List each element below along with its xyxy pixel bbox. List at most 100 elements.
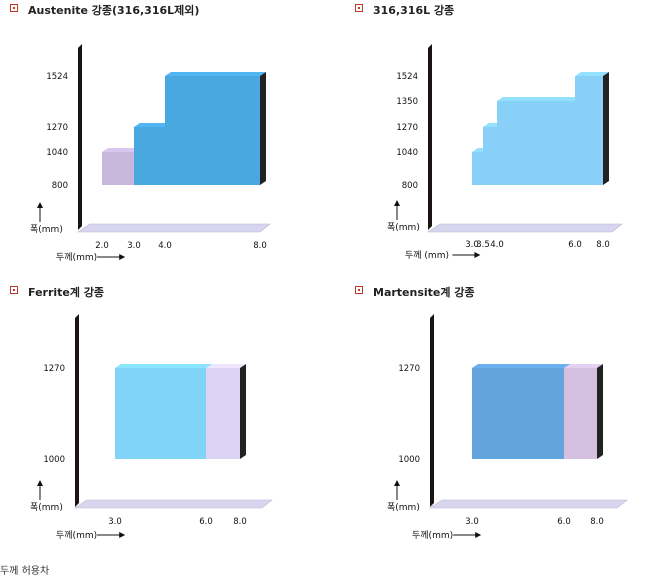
x-axis-label: 두께(mm): [56, 530, 97, 541]
bar-top: [206, 364, 246, 368]
bar-front: [115, 368, 206, 459]
y-tick-label: 1524: [396, 72, 418, 82]
chart-svg: 1000 1270 3.0 6.0 8.0 폭(mm) 두께(mm): [30, 314, 273, 541]
x-tick-label: 8.0: [590, 517, 604, 527]
x-arrow-head: [119, 254, 126, 260]
y-tick-label: 1000: [398, 455, 420, 465]
bar-top: [497, 97, 581, 101]
bullet-icon: [355, 4, 363, 12]
bar-front: [564, 368, 597, 459]
bar-front: [472, 368, 564, 459]
chart-martensite: Martensite계 강종 1000 1270 3.0 6.0 8.0 폭(mm) 두께(…: [345, 282, 671, 567]
bar-top: [102, 148, 140, 152]
y-arrow-head: [394, 480, 400, 486]
x-tick-label: 6.0: [568, 240, 582, 250]
y-axis-label: 폭(mm): [387, 502, 420, 513]
y-axis-wall: [428, 44, 432, 230]
x-tick-label: 8.0: [596, 240, 610, 250]
y-axis-label: 폭(mm): [30, 224, 63, 235]
y-axis-wall: [75, 314, 79, 507]
x-axis-floor: [77, 223, 271, 233]
chart-svg: 1000 1270 3.0 6.0 8.0 폭(mm) 두께(mm): [387, 314, 628, 541]
bar-1: [564, 364, 603, 459]
bar-front: [472, 152, 483, 185]
x-tick-label: 3.0: [127, 241, 141, 251]
x-tick-label: 3.5: [476, 240, 490, 250]
bar-top: [564, 364, 603, 368]
y-axis-label: 폭(mm): [30, 502, 63, 513]
x-axis-label: 두께 (mm): [405, 250, 449, 261]
bar-front: [102, 152, 134, 185]
chart-ferrite: Ferrite계 강종 1000 1270 3.0 6.0 8.0 폭(mm) 두께(mm): [0, 282, 330, 567]
bar-side: [603, 72, 609, 185]
y-tick-label: 1524: [46, 72, 68, 82]
x-tick-label: 2.0: [95, 241, 109, 251]
x-arrow-head: [119, 532, 126, 538]
bar-front: [134, 127, 165, 185]
x-tick-label: 8.0: [233, 517, 247, 527]
chart-svg: 800 1040 1270 1524 2.0 3.0 4.0 8.0 폭(mm) 두께(mm): [30, 44, 271, 263]
bar-top: [165, 72, 266, 76]
chart-austenite: Austenite 강종(316,316L제외) 800 1040 1270 1524…: [0, 0, 330, 285]
bar-side: [260, 72, 266, 185]
x-tick-label: 6.0: [199, 517, 213, 527]
bar-1: [134, 123, 171, 185]
bullet-icon: [355, 286, 363, 294]
bar-top: [134, 123, 171, 127]
y-tick-label: 1040: [396, 148, 418, 158]
bar-0: [115, 364, 212, 459]
bar-front: [483, 127, 497, 185]
bar-front: [206, 368, 240, 459]
x-tick-label: 6.0: [557, 517, 571, 527]
bar-top: [472, 364, 570, 368]
chart-316: 316,316L 강종 800 1040 1270 1350 1524 3.0 3.5 4.0…: [345, 0, 671, 285]
x-tick-label: 3.0: [465, 240, 479, 250]
bar-0: [472, 364, 570, 459]
y-tick-label: 800: [52, 181, 68, 191]
x-arrow-head: [475, 532, 482, 538]
y-tick-label: 1270: [46, 123, 68, 133]
bar-side: [240, 364, 246, 459]
y-tick-label: 1350: [396, 97, 418, 107]
bar-front: [165, 76, 260, 185]
y-tick-label: 1040: [46, 148, 68, 158]
chart-title: Ferrite계 강종: [28, 286, 105, 299]
bar-2: [497, 97, 581, 185]
y-axis-label: 폭(mm): [387, 222, 420, 233]
bullet-icon: [10, 286, 18, 294]
chart-title: Austenite 강종(316,316L제외): [28, 4, 200, 17]
y-arrow-head: [37, 480, 43, 486]
x-tick-label: 3.0: [108, 517, 122, 527]
y-tick-label: 1270: [398, 364, 420, 374]
chart-svg: 800 1040 1270 1350 1524 3.03.5 4.0 6.0 8.0 폭(mm) 두…: [387, 44, 623, 261]
bar-3: [575, 72, 609, 185]
chart-title: Martensite계 강종: [373, 286, 475, 299]
x-tick-label: 8.0: [253, 241, 267, 251]
y-arrow-head: [37, 202, 43, 208]
y-tick-label: 1000: [43, 455, 65, 465]
y-arrow-head: [394, 200, 400, 206]
bar-2: [165, 72, 266, 185]
y-tick-label: 1270: [43, 364, 65, 374]
bar-top: [115, 364, 212, 368]
y-axis-wall: [430, 314, 434, 507]
y-tick-label: 1270: [396, 123, 418, 133]
bullet-icon: [10, 4, 18, 12]
bar-side: [597, 364, 603, 459]
y-axis-wall: [78, 44, 82, 230]
chart-title: 316,316L 강종: [373, 4, 455, 17]
x-tick-label: 4.0: [490, 240, 504, 250]
x-axis-label: 두께(mm): [412, 530, 453, 541]
x-axis-floor: [74, 499, 273, 509]
x-arrow-head: [474, 252, 481, 258]
x-tick-label: 3.0: [465, 517, 479, 527]
x-tick-label: 4.0: [158, 241, 172, 251]
x-axis-floor: [429, 499, 628, 509]
y-tick-label: 800: [402, 181, 418, 191]
bar-front: [497, 101, 575, 185]
x-axis-label: 두께(mm): [56, 252, 97, 263]
bar-top: [575, 72, 609, 76]
footer-text: 두께 허용차: [0, 566, 50, 577]
bar-front: [575, 76, 603, 185]
x-axis-floor: [427, 223, 623, 233]
